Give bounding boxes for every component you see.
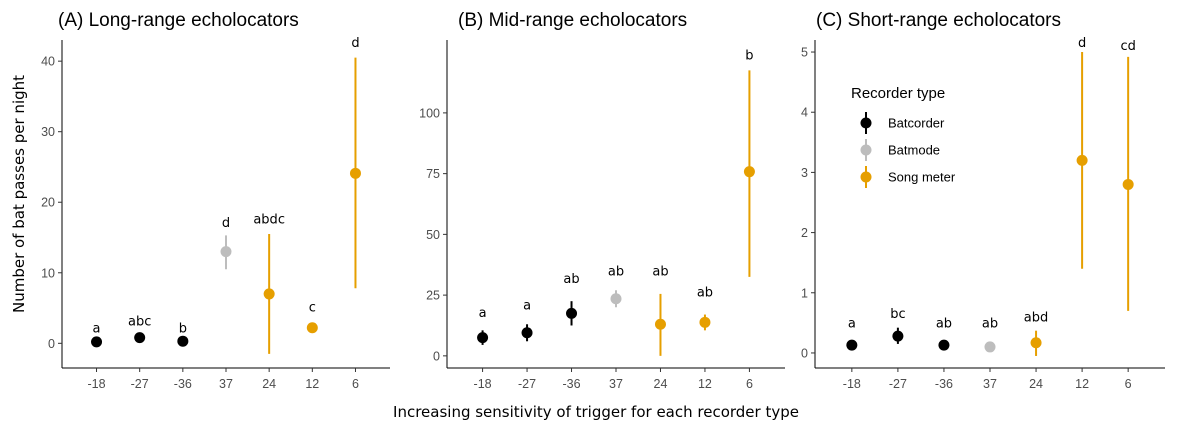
data-point: [743, 166, 755, 178]
legend-point: [860, 144, 872, 156]
x-tick-label: 24: [262, 377, 276, 391]
y-tick-label: 10: [41, 266, 55, 280]
y-tick-label: 0: [801, 346, 808, 360]
data-point: [177, 335, 189, 347]
y-tick-label: 50: [426, 228, 440, 242]
y-tick-label: 0: [48, 337, 55, 351]
legend-item-label: Song meter: [888, 170, 956, 185]
significance-label: d: [222, 216, 230, 231]
x-tick-label: 37: [219, 377, 233, 391]
chart-panel: (A) Long-range echolocators 0 10 20 30 40 -18 a…: [41, 10, 390, 391]
data-point: [91, 336, 103, 348]
data-point: [521, 327, 533, 339]
legend: Recorder type Batcorder Batmode Song meter: [851, 85, 956, 188]
data-point: [654, 318, 666, 330]
x-tick-label: -27: [518, 377, 536, 391]
significance-label: c: [309, 301, 316, 316]
data-point: [1030, 337, 1042, 349]
y-axis-title: Number of bat passes per night: [10, 75, 28, 313]
x-axis-title: Increasing sensitivity of trigger for ea…: [393, 403, 799, 421]
data-point: [263, 288, 275, 300]
significance-label: a: [848, 317, 856, 332]
legend-title: Recorder type: [851, 85, 945, 102]
significance-label: bc: [890, 307, 905, 322]
significance-label: b: [179, 322, 187, 337]
significance-label: ab: [608, 265, 624, 280]
significance-label: b: [745, 48, 753, 63]
chart-panel: (C) Short-range echolocators012345-18a-2…: [801, 10, 1165, 391]
significance-label: a: [479, 306, 487, 321]
x-tick-label: -18: [87, 377, 105, 391]
data-point: [610, 293, 622, 305]
x-tick-label: 12: [1075, 377, 1089, 391]
significance-label: cd: [1120, 39, 1135, 54]
data-point: [566, 307, 578, 319]
x-tick-label: -18: [843, 377, 861, 391]
data-point: [134, 332, 146, 344]
panel-title: (C) Short-range echolocators: [816, 10, 1061, 31]
x-tick-label: 37: [983, 377, 997, 391]
x-tick-label: 24: [654, 377, 668, 391]
chart-panel: (B) Mid-range echolocators 0 25 50 75 100 -18 a…: [419, 10, 785, 391]
y-tick-label: 2: [801, 226, 808, 240]
x-tick-label: -27: [131, 377, 149, 391]
significance-label: ab: [652, 265, 668, 280]
significance-label: abc: [128, 315, 151, 330]
data-point: [220, 246, 232, 258]
significance-label: d: [1078, 36, 1086, 51]
data-point: [349, 167, 361, 179]
data-point: [477, 332, 489, 344]
significance-label: ab: [697, 285, 713, 300]
y-tick-label: 3: [801, 166, 808, 180]
x-tick-label: 24: [1029, 377, 1043, 391]
significance-label: a: [93, 322, 101, 337]
significance-label: a: [523, 299, 531, 314]
x-tick-label: 12: [305, 377, 319, 391]
legend-item-label: Batcorder: [888, 116, 945, 131]
y-tick-label: 5: [801, 46, 808, 60]
data-point: [984, 341, 996, 353]
significance-label: ab: [936, 317, 952, 332]
y-tick-label: 30: [41, 125, 55, 139]
significance-label: abd: [1024, 311, 1048, 326]
significance-label: abdc: [253, 212, 285, 227]
x-tick-label: 6: [746, 377, 753, 391]
x-tick-label: -27: [889, 377, 907, 391]
data-point: [1076, 154, 1088, 166]
y-tick-label: 40: [41, 55, 55, 69]
data-point: [699, 316, 711, 328]
y-tick-label: 20: [41, 196, 55, 210]
y-tick-label: 25: [426, 289, 440, 303]
x-tick-label: -36: [174, 377, 192, 391]
legend-point: [860, 171, 872, 183]
x-tick-label: 6: [1125, 377, 1132, 391]
y-tick-label: 4: [801, 106, 808, 120]
y-tick-label: 0: [433, 349, 440, 363]
significance-label: ab: [563, 272, 579, 287]
data-point: [306, 322, 318, 334]
x-tick-label: -36: [562, 377, 580, 391]
x-tick-label: -18: [474, 377, 492, 391]
y-tick-label: 1: [801, 286, 808, 300]
panel-title: (A) Long-range echolocators: [58, 10, 299, 31]
data-point: [1122, 178, 1134, 190]
significance-label: ab: [982, 317, 998, 332]
significance-label: d: [351, 36, 359, 51]
data-point: [938, 339, 950, 351]
y-tick-label: 75: [426, 167, 440, 181]
y-tick-label: 100: [419, 106, 440, 120]
panel-title: (B) Mid-range echolocators: [458, 10, 687, 31]
x-tick-label: -36: [935, 377, 953, 391]
x-tick-label: 12: [698, 377, 712, 391]
data-point: [892, 330, 904, 342]
legend-point: [860, 117, 872, 129]
legend-item-label: Batmode: [888, 143, 940, 158]
x-tick-label: 6: [352, 377, 359, 391]
x-tick-label: 37: [609, 377, 623, 391]
data-point: [846, 339, 858, 351]
